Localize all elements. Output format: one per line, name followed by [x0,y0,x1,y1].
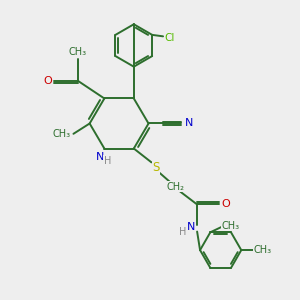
Text: Cl: Cl [165,33,175,43]
Text: N: N [96,152,104,162]
Text: CH₃: CH₃ [254,245,272,255]
Text: O: O [44,76,52,86]
Text: N: N [185,118,193,128]
Text: N: N [186,222,195,233]
Text: CH₃: CH₃ [69,47,87,57]
Text: S: S [152,161,160,174]
Text: H: H [179,226,186,237]
Text: CH₃: CH₃ [222,221,240,231]
Text: O: O [221,200,230,209]
Text: H: H [103,156,111,166]
Text: CH₂: CH₂ [166,182,184,192]
Text: CH₃: CH₃ [52,129,71,139]
